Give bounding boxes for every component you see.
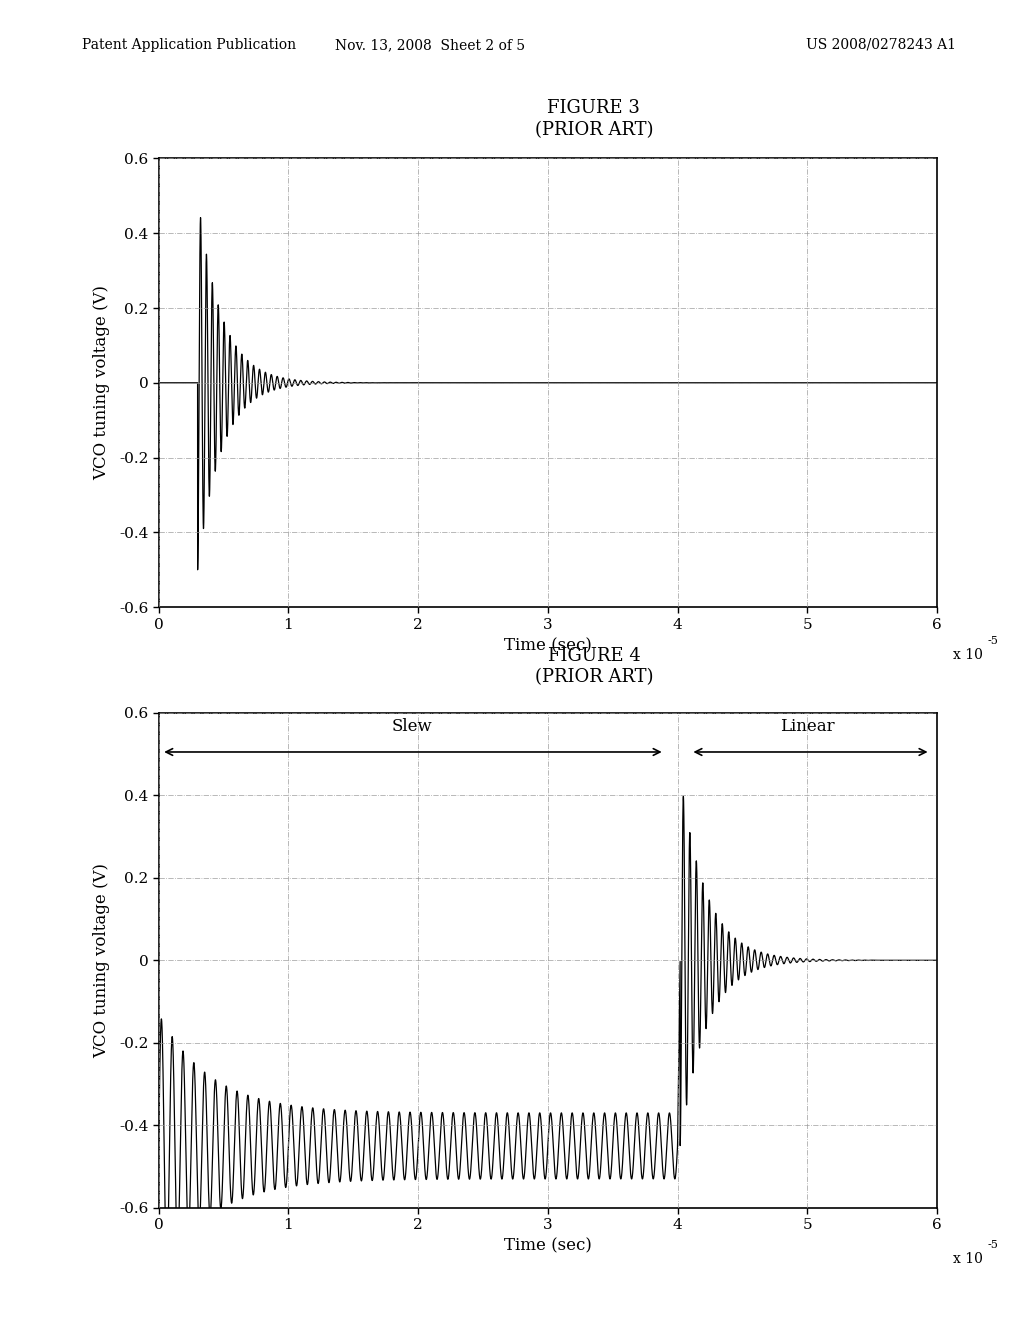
X-axis label: Time (sec): Time (sec) bbox=[504, 638, 592, 655]
Text: -5: -5 bbox=[987, 1239, 998, 1250]
Text: US 2008/0278243 A1: US 2008/0278243 A1 bbox=[806, 38, 955, 51]
Text: Patent Application Publication: Patent Application Publication bbox=[82, 38, 296, 51]
Text: x 10: x 10 bbox=[952, 1253, 982, 1266]
Text: x 10: x 10 bbox=[952, 648, 982, 661]
Text: Nov. 13, 2008  Sheet 2 of 5: Nov. 13, 2008 Sheet 2 of 5 bbox=[335, 38, 525, 51]
Text: Linear: Linear bbox=[780, 718, 835, 735]
Text: -5: -5 bbox=[987, 636, 998, 647]
Y-axis label: VCO tuning voltage (V): VCO tuning voltage (V) bbox=[93, 285, 111, 480]
Text: (PRIOR ART): (PRIOR ART) bbox=[535, 668, 653, 686]
X-axis label: Time (sec): Time (sec) bbox=[504, 1238, 592, 1255]
Y-axis label: VCO tuning voltage (V): VCO tuning voltage (V) bbox=[93, 863, 111, 1057]
Text: FIGURE 3: FIGURE 3 bbox=[548, 99, 640, 117]
Text: (PRIOR ART): (PRIOR ART) bbox=[535, 120, 653, 139]
Text: FIGURE 4: FIGURE 4 bbox=[548, 647, 640, 665]
Text: Slew: Slew bbox=[391, 718, 432, 735]
